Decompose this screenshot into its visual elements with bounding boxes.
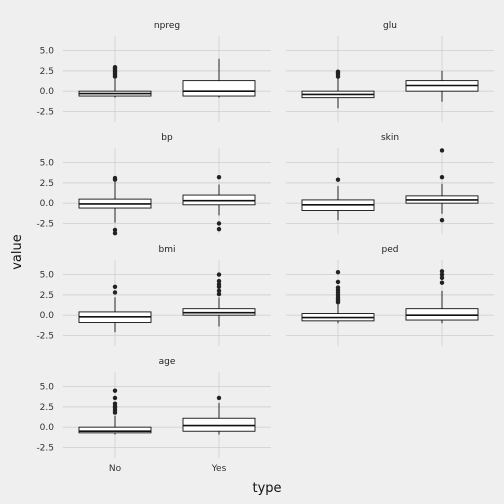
box-skin-no [301,177,375,221]
facet-bp: bp -2.5 0.0 2.5 5.0 [36,133,271,236]
x-axis-title: type [252,481,281,496]
iqr-box [182,308,256,316]
y-tick-label: -2.5 [36,443,54,453]
outlier-point [112,401,118,406]
box-bp-yes [182,175,256,232]
y-tick-label: 0.0 [40,311,55,321]
facet-title: bp [161,133,173,143]
outlier-point [335,269,341,275]
outlier-point [112,175,118,181]
y-tick-label: 2.5 [40,291,54,301]
outlier-point [112,290,118,295]
y-tick-label: 5.0 [40,271,55,281]
box-npreg-yes [182,58,256,98]
y-tick-label: 2.5 [40,67,54,77]
box-skin-yes [405,148,479,223]
outlier-point [216,395,222,401]
y-tick-label: 5.0 [40,159,55,169]
facet-glu: glu [286,21,494,122]
iqr-box [405,308,479,321]
y-tick-label: 0.0 [40,87,55,97]
iqr-box [182,417,256,432]
y-tick-label: 5.0 [40,47,55,57]
y-tick-label: 5.0 [40,383,55,393]
facet-title: age [159,357,176,367]
facet-title: bmi [159,245,176,255]
iqr-box [182,194,256,206]
outlier-point [335,177,341,182]
outlier-point [112,65,118,70]
outlier-point [439,218,445,223]
y-tick-label: 2.5 [40,179,54,189]
outlier-point [112,388,118,393]
outlier-point [112,284,118,289]
outlier-point [216,282,222,287]
outlier-point [335,69,341,74]
facet-age: age -2.5 0.0 2.5 5.0 [36,357,271,458]
outlier-point [439,275,445,281]
y-tick-label: 0.0 [40,199,55,209]
y-tick-label: -2.5 [36,219,54,229]
y-tick-label: 2.5 [40,403,54,413]
outlier-point [112,227,118,233]
facet-npreg: npreg -2.5 0.0 2.5 5.0 [36,21,271,122]
box-npreg-no [78,65,152,98]
outlier-point [335,285,341,290]
y-axis-title: value [10,234,25,270]
y-tick-label: -2.5 [36,107,54,117]
outlier-point [216,175,222,180]
outlier-point [216,278,222,284]
box-ped-yes [405,269,479,324]
facet-panels: npreg -2.5 0.0 2.5 5.0 glu bp -2.5 0.0 2.5 5.0 skin… [36,21,494,474]
facet-title: glu [383,21,397,31]
box-ped-no [301,269,375,324]
x-tick-label: No [109,464,122,474]
y-tick-label: -2.5 [36,331,54,341]
outlier-point [439,148,445,153]
outlier-point [216,221,222,226]
outlier-point [439,280,445,285]
box-bmi-yes [182,272,256,327]
facet-title: npreg [154,21,180,31]
outlier-point [439,175,445,180]
outlier-point [216,272,222,277]
outlier-point [216,288,222,294]
facet-skin: skin [286,133,494,234]
facet-ped: ped [286,245,494,346]
outlier-point [335,279,341,285]
outlier-point [112,395,118,401]
box-bmi-no [78,284,152,333]
facet-title: ped [382,245,399,255]
box-age-no [78,388,152,435]
facet-title: skin [381,133,399,143]
outlier-point [439,269,445,274]
outlier-point [216,226,222,232]
iqr-box [182,80,256,97]
box-bp-no [78,175,152,236]
box-glu-yes [405,70,479,102]
facet-bmi: bmi -2.5 0.0 2.5 5.0 [36,245,271,346]
outlier-point [439,272,445,277]
box-age-yes [182,395,256,435]
iqr-box [78,426,152,434]
y-tick-label: 0.0 [40,423,55,433]
x-tick-label: Yes [211,464,227,474]
outlier-point [112,230,118,236]
outlier-point [216,291,222,297]
box-glu-no [301,69,375,109]
